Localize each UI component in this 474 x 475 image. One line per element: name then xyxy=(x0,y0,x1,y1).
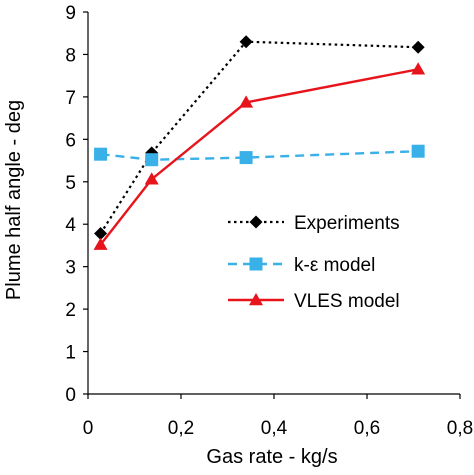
plot-series xyxy=(93,35,426,250)
y-tick-label: 0 xyxy=(65,385,76,406)
legend-label: Experiments xyxy=(294,213,400,234)
y-tick-label: 6 xyxy=(65,130,76,151)
series-vles-model xyxy=(93,62,426,250)
series-experiments xyxy=(94,35,425,241)
data-point-k-model xyxy=(94,147,108,161)
series-k-model xyxy=(94,144,425,167)
y-tick-label: 7 xyxy=(65,88,76,109)
legend-marker xyxy=(249,293,263,306)
y-tick-label: 2 xyxy=(65,300,76,321)
data-point-experiments xyxy=(239,35,253,49)
legend: Experiments k-ε model VLES model xyxy=(228,213,400,312)
x-tick-label: 0,6 xyxy=(354,418,380,439)
series-line-experiments xyxy=(99,40,419,235)
data-point-experiments xyxy=(94,227,108,241)
x-tick-label: 0 xyxy=(83,418,94,439)
y-axis-title: Plume half angle - deg xyxy=(3,100,25,300)
x-tick-label: 0,2 xyxy=(168,418,194,439)
legend-label: VLES model xyxy=(294,291,400,312)
data-point-vles-model xyxy=(93,237,108,250)
legend-entry-experiments: Experiments xyxy=(228,213,400,234)
x-tick-label: 0,8 xyxy=(447,418,473,439)
series-line-vles-model xyxy=(99,68,419,246)
y-tick-label: 3 xyxy=(65,258,76,279)
legend-marker xyxy=(249,257,263,271)
data-point-k-model xyxy=(239,151,253,165)
legend-label: k-ε model xyxy=(294,255,375,276)
x-axis-title: Gas rate - kg/s xyxy=(206,446,337,468)
y-tick-label: 9 xyxy=(65,3,76,24)
legend-entry-k-model: k-ε model xyxy=(228,255,375,276)
axes: 0 1 2 3 4 5 6 7 8 9 0 0,2 0,4 0,6 0,8 xyxy=(65,3,473,439)
data-point-vles-model xyxy=(144,172,159,185)
legend-entry-vles-model: VLES model xyxy=(228,291,400,312)
y-tick-label: 5 xyxy=(65,173,76,194)
data-point-vles-model xyxy=(411,62,426,75)
data-point-experiments xyxy=(411,40,425,54)
series-line-k-model xyxy=(100,150,419,161)
y-tick-label: 1 xyxy=(65,343,76,364)
x-tick-label: 0,4 xyxy=(261,418,288,439)
legend-marker xyxy=(249,215,263,229)
data-point-vles-model xyxy=(239,95,254,108)
y-tick-label: 8 xyxy=(65,45,76,66)
y-tick-label: 4 xyxy=(65,215,76,236)
data-point-k-model xyxy=(411,144,425,158)
data-point-k-model xyxy=(145,153,159,167)
